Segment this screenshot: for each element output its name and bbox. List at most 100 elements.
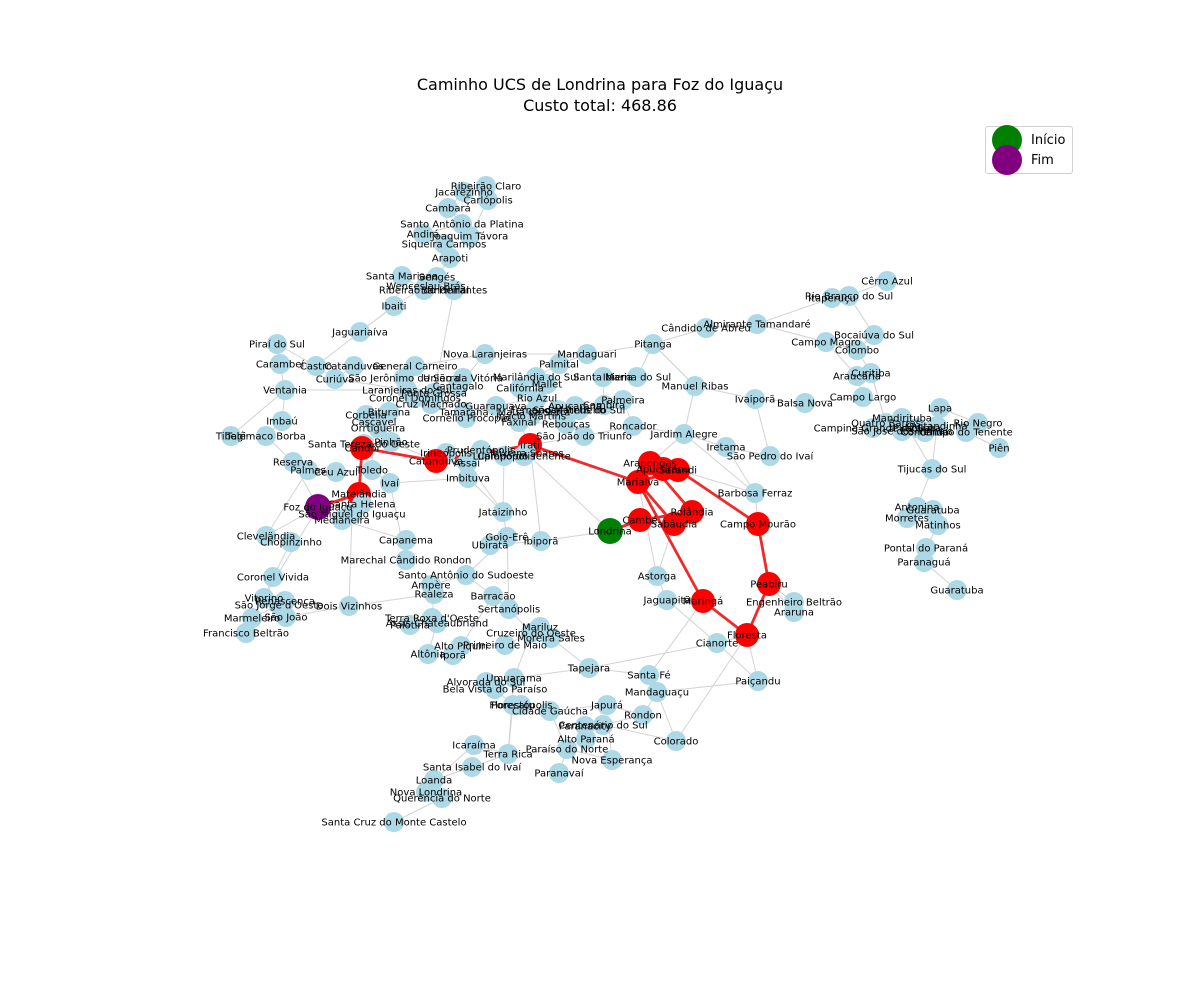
node-label: Jaguapitã (642, 596, 690, 607)
graph-node (577, 344, 597, 364)
node-label: Mandirituba (872, 414, 932, 425)
node-label: Cleveländia (237, 532, 295, 543)
path-edge (529, 443, 639, 484)
graph-node (444, 280, 464, 300)
node-label: Santa Helena (328, 500, 395, 511)
graph-node (380, 473, 400, 493)
graph-node (497, 527, 517, 547)
node-label: Carambeí (256, 359, 306, 371)
node-label: Paraíso do Norte (526, 744, 609, 756)
node-label: Cidade Gaúcha (512, 706, 588, 718)
graph-node (498, 744, 518, 764)
node-label: Apucarana (636, 465, 690, 476)
node-label: Apucarana (548, 402, 602, 413)
node-label: Colorado (654, 737, 699, 748)
node-label: São José dos Pinhais (851, 426, 953, 438)
node-label: Nova Laranjeiras (443, 350, 527, 361)
node-label: Marmeleiro (224, 614, 280, 625)
graph-node (362, 460, 382, 480)
node-label: Irineópolis (420, 448, 472, 460)
node-label: Cambé (622, 515, 657, 527)
path-node (626, 470, 650, 494)
node-label: Santa Tereza do Oeste (308, 440, 420, 451)
node-label: Cianorte (696, 639, 739, 650)
node-label: Medianeira (314, 516, 370, 527)
node-label: Rio Branco do Sul (805, 292, 893, 303)
graph-node (643, 334, 663, 354)
graph-node (471, 440, 491, 460)
graph-node (847, 340, 867, 360)
node-label: Ivaiporã (735, 395, 775, 406)
graph-node (540, 701, 560, 721)
node-label: Califórnia (496, 383, 544, 395)
graph-edge (513, 667, 590, 679)
graph-node (647, 682, 667, 702)
path-node (350, 436, 374, 460)
node-label: Marechal Cândido Rondon (341, 555, 472, 567)
node-label: Santa Cruz do Monte Castelo (321, 818, 466, 829)
graph-node (276, 607, 296, 627)
node-label: Porecatu (491, 701, 535, 712)
graph-node (674, 424, 694, 444)
node-label: Cândido de Abreu (661, 323, 750, 335)
node-label: Moreira Sales (517, 634, 585, 645)
node-label: Astorga (638, 572, 677, 583)
node-label: Matinhos (915, 521, 960, 532)
graph-node (462, 757, 482, 777)
path-node (757, 572, 781, 596)
graph-edge (675, 634, 748, 742)
graph-node (613, 390, 633, 410)
graph-node (275, 380, 295, 400)
node-label: Contenda (901, 428, 949, 439)
node-label: Santa Maria (573, 373, 633, 384)
node-label: General Carneiro (373, 362, 458, 373)
graph-node (847, 366, 867, 386)
node-label: Roncador (609, 422, 657, 433)
graph-edge (656, 680, 759, 693)
path-edge (677, 468, 759, 526)
graph-node (541, 628, 561, 648)
graph-node (748, 671, 768, 691)
graph-node (647, 566, 667, 586)
graph-node (454, 182, 474, 202)
graph-edge (265, 469, 309, 537)
graph-node (707, 633, 727, 653)
node-label: Piên (988, 443, 1009, 455)
node-label: Telêmaco Borba (225, 431, 306, 443)
node-label: Campo Magro (791, 338, 861, 349)
graph-node (666, 731, 686, 751)
graph-node (516, 443, 536, 463)
graph-edge (334, 378, 408, 391)
node-label: Ibiema do Sul (603, 373, 671, 384)
node-label: Coronel Vivida (237, 573, 309, 584)
node-label: Imbituva (446, 474, 490, 485)
path-edge (361, 446, 437, 463)
graph-edge (756, 297, 833, 325)
node-label: Mallet (532, 380, 562, 391)
node-label: Palotina (390, 621, 430, 632)
graph-node (696, 318, 716, 338)
path-node (628, 508, 652, 532)
graph-node (427, 613, 447, 633)
node-label: Santo Antônio do Sudoeste (398, 570, 534, 582)
graph-edge (389, 477, 469, 484)
node-label: Altônia (411, 649, 446, 661)
graph-node (263, 567, 283, 587)
graph-node (494, 446, 514, 466)
node-label: Itaperuçu (808, 294, 856, 305)
node-label: Chopinzinho (260, 538, 322, 549)
node-label: Arapoti (432, 254, 468, 265)
graph-node (493, 502, 513, 522)
graph-edge (586, 343, 654, 355)
start-node (597, 518, 623, 544)
node-label: Marilândia do Sul (493, 372, 579, 384)
node-label: Assaí (454, 458, 481, 470)
graph-node (593, 715, 613, 735)
graph-node (922, 459, 942, 479)
node-label: Catanduvas (324, 362, 383, 373)
graph-node (685, 376, 705, 396)
node-label: São Jorge d'Oeste (235, 601, 324, 612)
node-label: Ventania (263, 386, 307, 397)
graph-edge (506, 536, 510, 610)
node-label: Bandeirantes (421, 286, 487, 297)
